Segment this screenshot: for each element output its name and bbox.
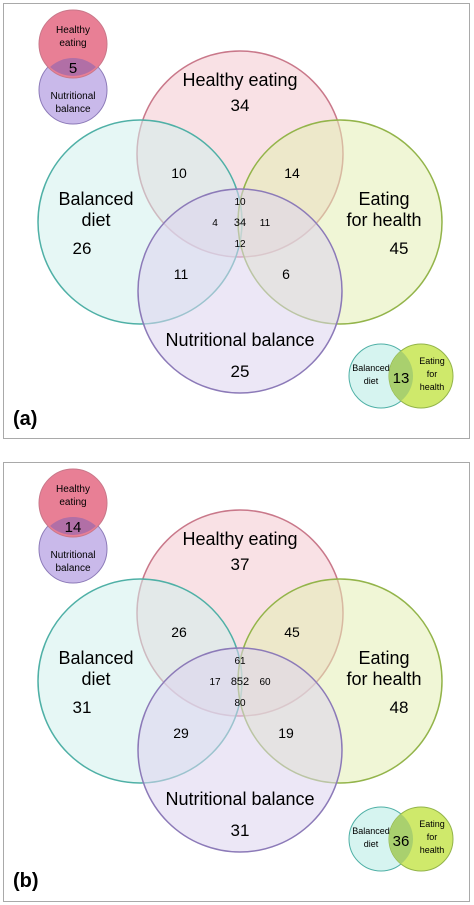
count-balanced-nutritional: 11 [174, 266, 189, 282]
mini-count-2: 36 [393, 833, 410, 850]
set-label-healthy-eating: Healthy eating [182, 529, 297, 549]
mini-count: 5 [69, 60, 77, 77]
mini-label-eating-line1: Eating [419, 819, 445, 829]
mini-overlap [50, 517, 96, 535]
count-healthy-balanced: 10 [171, 165, 187, 181]
count-eating-only: 45 [390, 239, 409, 258]
mini-circle-healthy-eating [38, 468, 108, 538]
set-label-nutritional-balance: Nutritional balance [165, 330, 314, 350]
set-label-eating-for-health-line1: Eating [358, 189, 409, 209]
count-balanced-only: 26 [73, 239, 92, 258]
count-healthy-only: 34 [231, 96, 250, 115]
count-center-bottom: 80 [234, 698, 246, 709]
count-center-left: 4 [212, 218, 218, 229]
mini-label-balanced-line2: diet [364, 839, 379, 849]
mini-label-balanced-line1: Balanced [352, 826, 390, 836]
mini-label-nutritional-line1: Nutritional [50, 91, 95, 102]
mini-label-nutritional-line2: balance [55, 104, 90, 115]
mini-label-eating-line2: for [427, 369, 438, 379]
circle-nutritional-balance [137, 188, 343, 394]
count-healthy-eating-for-health: 14 [284, 165, 300, 181]
set-label-healthy-eating: Healthy eating [182, 70, 297, 90]
set-label-balanced-diet-line2: diet [81, 669, 110, 689]
count-nutritional-only: 25 [231, 362, 250, 381]
count-healthy-balanced: 26 [171, 624, 187, 640]
mini-overlap-2 [388, 351, 414, 401]
set-label-nutritional-balance: Nutritional balance [165, 789, 314, 809]
mini-label-healthy-line1: Healthy [56, 484, 90, 495]
venn-diagram-a: Healthy eating Balanced diet Eating for … [13, 9, 454, 430]
set-label-eating-for-health-line1: Eating [358, 648, 409, 668]
mini-count-2: 13 [393, 370, 410, 387]
set-label-eating-for-health-line2: for health [346, 210, 421, 230]
mini-label-balanced-line1: Balanced [352, 363, 390, 373]
mini-label-eating-line3: health [420, 845, 445, 855]
circle-nutritional-balance [137, 647, 343, 853]
count-center: 34 [234, 217, 246, 229]
count-balanced-nutritional: 29 [173, 725, 189, 741]
count-eating-only: 48 [390, 698, 409, 717]
mini-label-healthy-line2: eating [59, 38, 86, 49]
mini-overlap [50, 58, 96, 76]
mini-label-healthy-line1: Healthy [56, 25, 90, 36]
venn-diagram-b: Healthy eating Balanced diet Eating for … [13, 468, 454, 892]
count-center-top: 10 [234, 197, 246, 208]
mini-label-balanced-line2: diet [364, 376, 379, 386]
venn-panel-a: Healthy eating Balanced diet Eating for … [3, 3, 470, 439]
mini-label-eating-line3: health [420, 382, 445, 392]
count-nutritional-only: 31 [231, 821, 250, 840]
mini-circle-healthy-eating [38, 9, 108, 79]
mini-label-nutritional-line1: Nutritional [50, 550, 95, 561]
set-label-balanced-diet-line1: Balanced [58, 648, 133, 668]
count-center-top: 61 [234, 656, 246, 667]
count-healthy-eating-for-health: 45 [284, 624, 300, 640]
mini-label-nutritional-line2: balance [55, 563, 90, 574]
count-eating-nutritional: 19 [278, 725, 294, 741]
count-center-bottom: 12 [234, 239, 246, 250]
mini-label-eating-line2: for [427, 832, 438, 842]
count-center: 852 [231, 676, 249, 688]
set-label-balanced-diet-line2: diet [81, 210, 110, 230]
set-label-eating-for-health-line2: for health [346, 669, 421, 689]
mini-label-healthy-line2: eating [59, 497, 86, 508]
count-center-right: 60 [259, 677, 271, 688]
mini-count: 14 [65, 519, 82, 536]
count-eating-nutritional: 6 [282, 266, 290, 282]
count-center-right: 11 [260, 218, 271, 229]
mini-label-eating-line1: Eating [419, 356, 445, 366]
mini-overlap-2 [388, 814, 414, 864]
panel-label-a: (a) [13, 408, 37, 430]
set-label-balanced-diet-line1: Balanced [58, 189, 133, 209]
count-healthy-only: 37 [231, 555, 250, 574]
count-balanced-only: 31 [73, 698, 92, 717]
count-center-left: 17 [209, 677, 221, 688]
panel-label-b: (b) [13, 870, 39, 892]
venn-panel-b: Healthy eating Balanced diet Eating for … [3, 462, 470, 902]
